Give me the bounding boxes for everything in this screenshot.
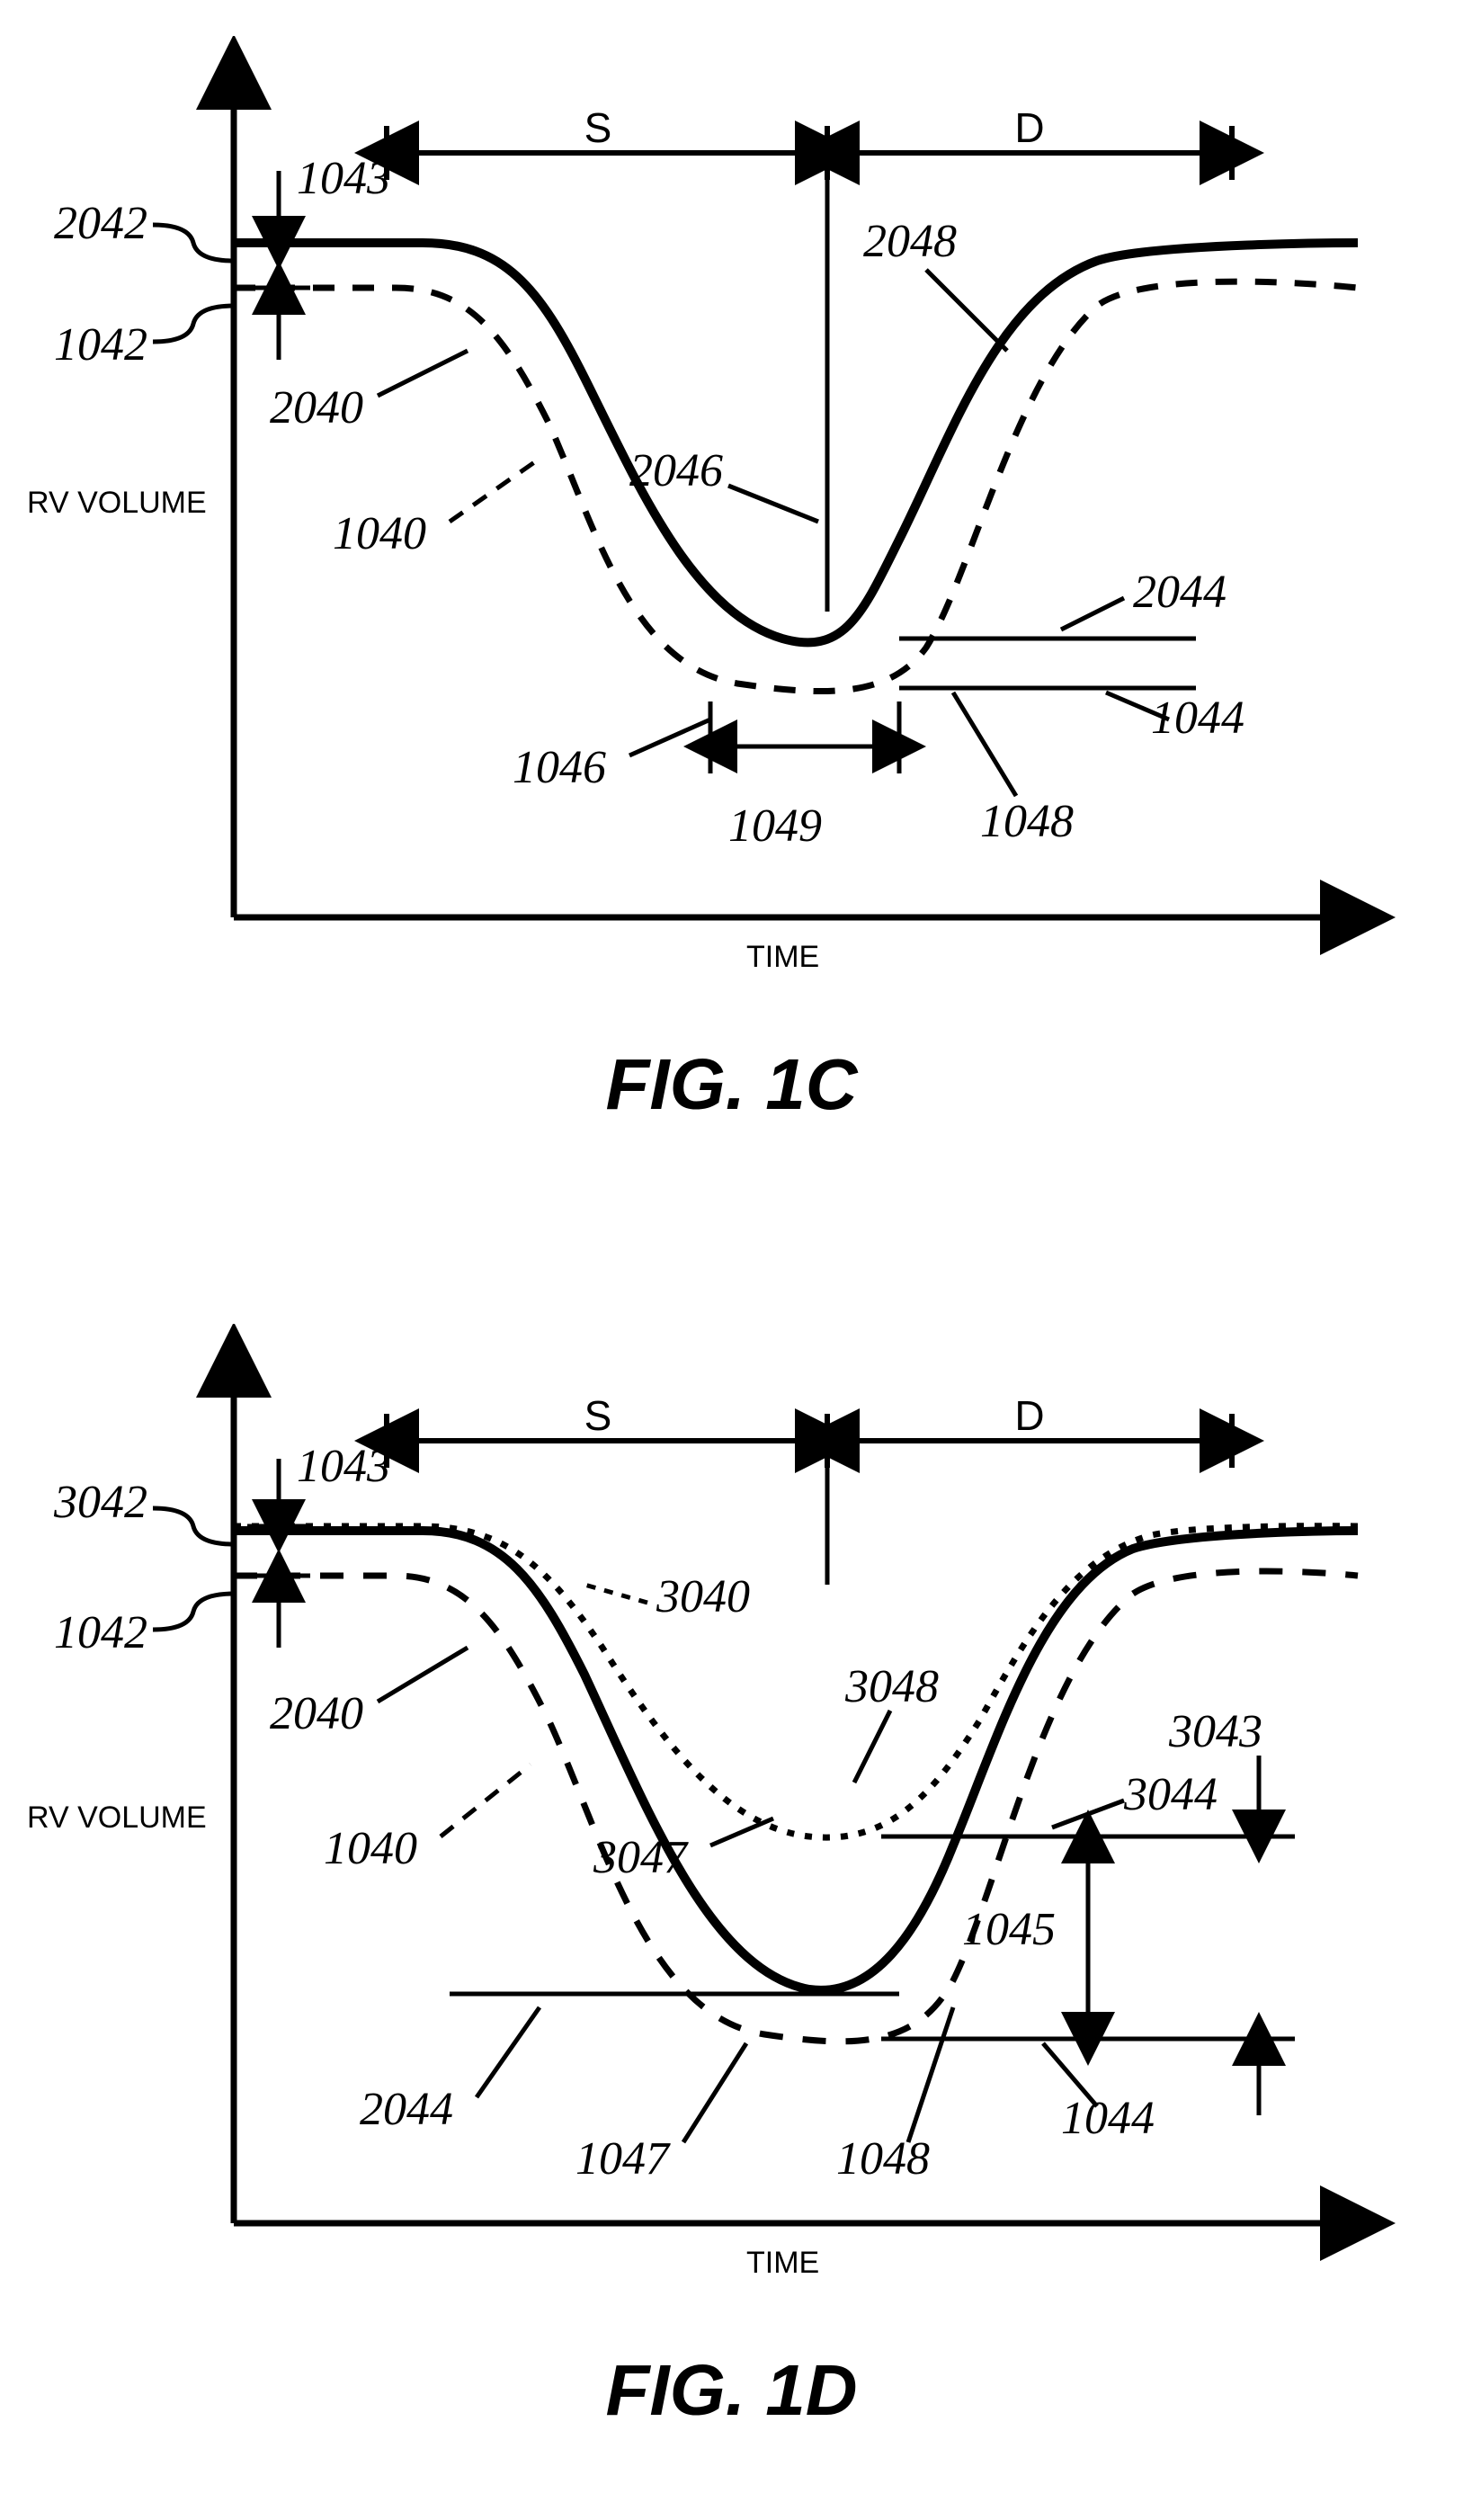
fig1c-svg: S D [0, 36, 1463, 1034]
bracket-3042 [153, 1508, 234, 1544]
ref-1047: 1047 [575, 2133, 671, 2185]
leaders [378, 1585, 1124, 2142]
ref-2040: 2040 [270, 382, 363, 433]
axis-label-y: RV VOLUME [27, 1801, 207, 1835]
ref-1044: 1044 [1061, 2093, 1155, 2144]
ref-1048: 1048 [980, 796, 1074, 847]
label-s: S [584, 104, 612, 151]
ref-1043: 1043 [297, 153, 390, 204]
ref-2044: 2044 [360, 2084, 453, 2135]
ref-2042: 2042 [54, 198, 147, 249]
ref-1048: 1048 [836, 2133, 930, 2185]
ref-2048: 2048 [863, 216, 957, 267]
ref-2040: 2040 [270, 1688, 363, 1739]
ref-3048: 3048 [844, 1661, 939, 1712]
ref-1049: 1049 [728, 800, 822, 852]
label-d: D [1014, 104, 1044, 151]
spacer [0, 1126, 1463, 1324]
page: S D [0, 0, 1463, 2432]
sd-dimension [387, 126, 1232, 612]
figure-1d: S D [0, 1324, 1463, 2432]
axis-label-x: TIME [746, 940, 819, 974]
ref-3047: 3047 [593, 1832, 689, 1883]
ref-2044: 2044 [1133, 567, 1227, 618]
ref-3042: 3042 [53, 1477, 147, 1528]
bracket-1042 [153, 306, 234, 342]
fig1d-svg: S D [0, 1324, 1463, 2340]
axes [234, 72, 1358, 917]
bracket-2042 [153, 225, 234, 261]
bracket-1042 [153, 1594, 234, 1630]
ref-3044: 3044 [1123, 1769, 1218, 1820]
caption-1d: FIG. 1D [0, 2349, 1463, 2432]
ref-1040: 1040 [333, 508, 426, 559]
ref-3043: 3043 [1168, 1706, 1262, 1757]
ref-1040: 1040 [324, 1823, 417, 1874]
axis-label-y: RV VOLUME [27, 486, 207, 520]
ref-1044: 1044 [1151, 693, 1244, 744]
ref-2046: 2046 [629, 445, 723, 496]
label-d: D [1014, 1392, 1044, 1439]
ref-3040: 3040 [656, 1571, 750, 1622]
ref-1045: 1045 [962, 1904, 1056, 1955]
ref-1042: 1042 [54, 319, 147, 371]
ref-1046: 1046 [513, 742, 606, 793]
dim-1049 [710, 701, 899, 773]
ref-1042: 1042 [54, 1607, 147, 1658]
ref-1043: 1043 [297, 1441, 390, 1492]
caption-1c: FIG. 1C [0, 1043, 1463, 1126]
curve-1040-dashed [234, 281, 1358, 691]
leaders [378, 270, 1169, 796]
label-s: S [584, 1392, 612, 1439]
figure-1c: S D [0, 0, 1463, 1126]
curve-2040-solid [234, 1531, 1358, 1990]
axis-label-x: TIME [746, 2246, 819, 2280]
